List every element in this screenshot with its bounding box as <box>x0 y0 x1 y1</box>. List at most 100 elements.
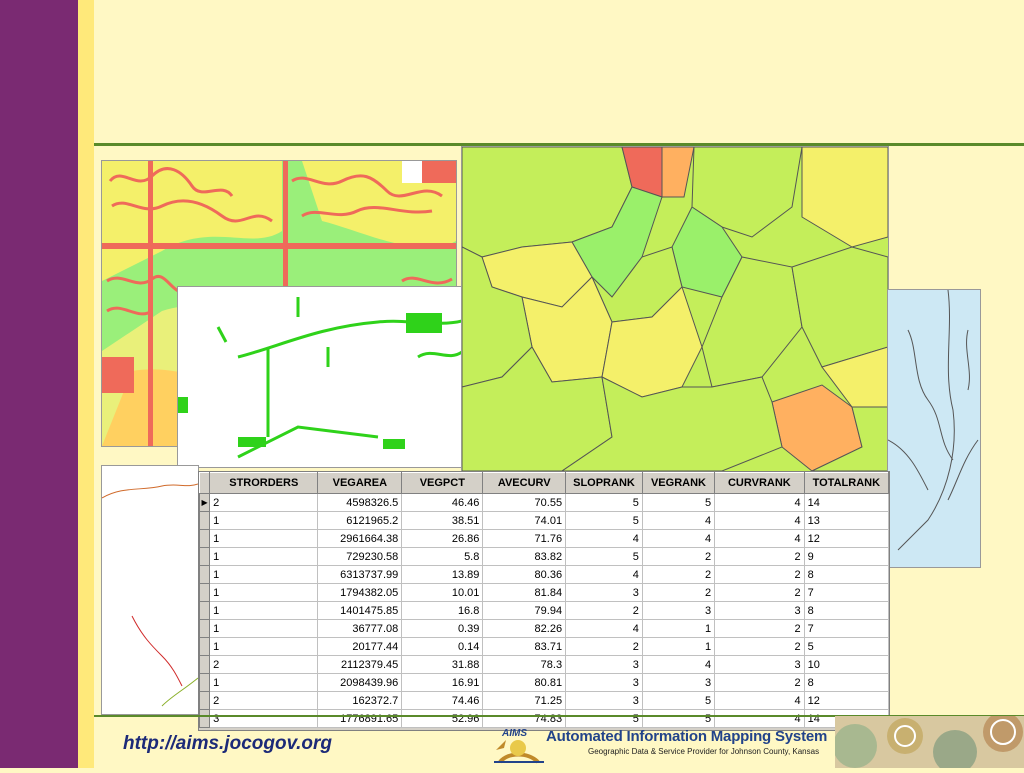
table-cell[interactable]: 38.51 <box>401 511 484 530</box>
table-cell[interactable]: 2 <box>714 673 805 692</box>
table-cell[interactable]: 1 <box>209 529 319 548</box>
table-cell[interactable]: 12 <box>803 691 889 710</box>
table-row[interactable]: 1 6121965.2 38.51 74.01 5 4 4 13 <box>199 511 889 530</box>
table-cell[interactable]: 4 <box>641 655 716 674</box>
column-header-vegpct[interactable]: VEGPCT <box>401 472 484 494</box>
table-row[interactable]: 1 20177.44 0.14 83.71 2 1 2 5 <box>199 637 889 656</box>
row-selector[interactable] <box>199 637 211 656</box>
row-selector[interactable] <box>199 709 211 728</box>
column-header-vegrank[interactable]: VEGRANK <box>641 472 716 494</box>
row-selector[interactable] <box>199 547 211 566</box>
table-cell[interactable]: 26.86 <box>401 529 484 548</box>
column-header-totalrank[interactable]: TOTALRANK <box>803 472 889 494</box>
table-row[interactable]: 1 36777.08 0.39 82.26 4 1 2 7 <box>199 619 889 638</box>
table-cell[interactable]: 2 <box>641 565 716 584</box>
table-cell[interactable]: 5.8 <box>401 547 484 566</box>
table-cell[interactable]: 1 <box>641 619 716 638</box>
column-header-curvrank[interactable]: CURVRANK <box>714 472 805 494</box>
table-cell[interactable]: 1 <box>209 565 319 584</box>
table-cell[interactable]: 2961664.38 <box>317 529 403 548</box>
table-cell[interactable]: 16.8 <box>401 601 484 620</box>
row-selector[interactable] <box>199 673 211 692</box>
table-cell[interactable]: 80.81 <box>482 673 567 692</box>
table-cell[interactable]: 14 <box>803 493 889 512</box>
table-row[interactable]: 1 2098439.96 16.91 80.81 3 3 2 8 <box>199 673 889 692</box>
column-header-strorders[interactable]: STRORDERS <box>209 472 319 494</box>
table-cell[interactable]: 10.01 <box>401 583 484 602</box>
table-cell[interactable]: 4 <box>714 511 805 530</box>
table-cell[interactable]: 6121965.2 <box>317 511 403 530</box>
table-cell[interactable]: 5 <box>641 691 716 710</box>
table-cell[interactable]: 16.91 <box>401 673 484 692</box>
row-selector[interactable] <box>199 655 211 674</box>
table-cell[interactable]: 83.82 <box>482 547 567 566</box>
table-row[interactable]: 1 1794382.05 10.01 81.84 3 2 2 7 <box>199 583 889 602</box>
table-cell[interactable]: 9 <box>803 547 889 566</box>
table-cell[interactable]: 0.14 <box>401 637 484 656</box>
table-cell[interactable]: 5 <box>565 547 643 566</box>
table-cell[interactable]: 2 <box>714 565 805 584</box>
table-cell[interactable]: 46.46 <box>401 493 484 512</box>
table-cell[interactable]: 36777.08 <box>317 619 403 638</box>
table-cell[interactable]: 4598326.5 <box>317 493 403 512</box>
row-selector[interactable] <box>199 529 211 548</box>
table-cell[interactable]: 2 <box>714 547 805 566</box>
row-selector[interactable] <box>199 583 211 602</box>
table-cell[interactable]: 3 <box>209 709 319 728</box>
table-cell[interactable]: 4 <box>641 511 716 530</box>
table-row[interactable]: 1 6313737.99 13.89 80.36 4 2 2 8 <box>199 565 889 584</box>
table-cell[interactable]: 4 <box>641 529 716 548</box>
table-cell[interactable]: 3 <box>641 601 716 620</box>
table-cell[interactable]: 2 <box>565 601 643 620</box>
table-cell[interactable]: 6313737.99 <box>317 565 403 584</box>
table-row[interactable]: ▶ 2 4598326.5 46.46 70.55 5 5 4 14 <box>199 493 889 512</box>
row-selector[interactable]: ▶ <box>199 493 211 512</box>
table-row[interactable]: 2 2112379.45 31.88 78.3 3 4 3 10 <box>199 655 889 674</box>
table-cell[interactable]: 4 <box>714 691 805 710</box>
table-cell[interactable]: 3 <box>565 583 643 602</box>
table-cell[interactable]: 1 <box>209 583 319 602</box>
table-cell[interactable]: 0.39 <box>401 619 484 638</box>
table-cell[interactable]: 3 <box>714 601 805 620</box>
row-selector[interactable] <box>199 619 211 638</box>
table-cell[interactable]: 2112379.45 <box>317 655 403 674</box>
table-cell[interactable]: 80.36 <box>482 565 567 584</box>
table-cell[interactable]: 3 <box>565 691 643 710</box>
table-row[interactable]: 1 2961664.38 26.86 71.76 4 4 4 12 <box>199 529 889 548</box>
table-cell[interactable]: 2098439.96 <box>317 673 403 692</box>
table-cell[interactable]: 4 <box>565 619 643 638</box>
table-cell[interactable]: 3 <box>714 655 805 674</box>
table-row[interactable]: 1 729230.58 5.8 83.82 5 2 2 9 <box>199 547 889 566</box>
attribute-table-window[interactable]: STRORDERS VEGAREA VEGPCT AVECURV SLOPRANK VEG… <box>198 471 890 731</box>
table-cell[interactable]: 1 <box>209 673 319 692</box>
table-row[interactable]: 2 162372.7 74.46 71.25 3 5 4 12 <box>199 691 889 710</box>
table-cell[interactable]: 1 <box>209 637 319 656</box>
column-header-sloprank[interactable]: SLOPRANK <box>565 472 643 494</box>
table-cell[interactable]: 2 <box>714 637 805 656</box>
table-cell[interactable]: 4 <box>565 529 643 548</box>
table-cell[interactable]: 4 <box>714 709 805 728</box>
attribute-table[interactable]: STRORDERS VEGAREA VEGPCT AVECURV SLOPRANK VEG… <box>199 472 889 728</box>
table-cell[interactable]: 2 <box>641 583 716 602</box>
table-cell[interactable]: 12 <box>803 529 889 548</box>
column-header-avecurv[interactable]: AVECURV <box>482 472 567 494</box>
table-cell[interactable]: 31.88 <box>401 655 484 674</box>
table-cell[interactable]: 1794382.05 <box>317 583 403 602</box>
table-cell[interactable]: 5 <box>641 493 716 512</box>
table-cell[interactable]: 2 <box>565 637 643 656</box>
table-cell[interactable]: 74.01 <box>482 511 567 530</box>
row-selector[interactable] <box>199 601 211 620</box>
table-cell[interactable]: 4 <box>714 493 805 512</box>
table-cell[interactable]: 1 <box>209 619 319 638</box>
table-cell[interactable]: 7 <box>803 583 889 602</box>
table-cell[interactable]: 4 <box>714 529 805 548</box>
table-cell[interactable]: 71.25 <box>482 691 567 710</box>
table-cell[interactable]: 2 <box>641 547 716 566</box>
table-cell[interactable]: 2 <box>209 493 319 512</box>
table-cell[interactable]: 7 <box>803 619 889 638</box>
table-cell[interactable]: 5 <box>565 511 643 530</box>
table-cell[interactable]: 2 <box>209 655 319 674</box>
table-cell[interactable]: 1 <box>641 637 716 656</box>
table-cell[interactable]: 2 <box>714 583 805 602</box>
table-cell[interactable]: 74.46 <box>401 691 484 710</box>
